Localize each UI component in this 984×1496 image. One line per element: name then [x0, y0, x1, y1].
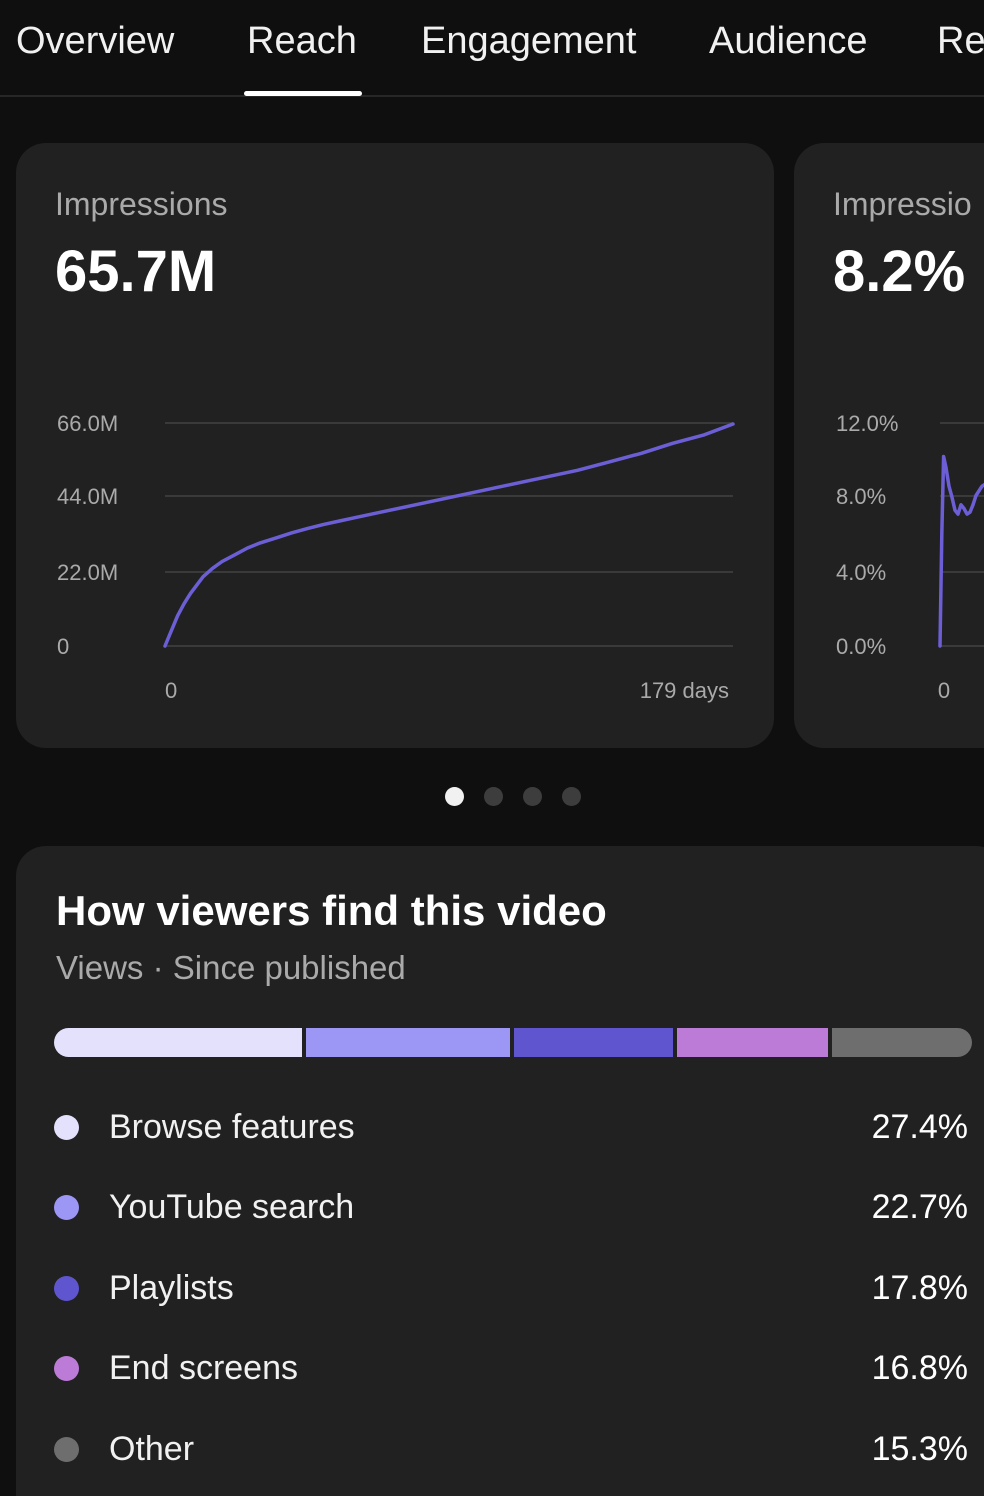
reach-charts: 66.0M 44.0M 22.0M 0 0 179 days 12.0% 8.0% 4.0% 0.…	[57, 411, 984, 703]
y-tick-label: 22.0M	[57, 560, 118, 585]
pager-dot-2[interactable]	[484, 787, 503, 806]
series-line	[938, 454, 984, 648]
tab-revenue[interactable]: Re	[937, 20, 984, 62]
traffic-source-value: 17.8%	[871, 1269, 968, 1307]
traffic-bar-segment	[305, 1028, 514, 1057]
traffic-sources-subtitle: Views · Since published	[56, 949, 406, 986]
x-tick-label: 0	[938, 678, 950, 703]
y-tick-label: 0	[57, 634, 69, 659]
traffic-bar-segment	[513, 1028, 678, 1057]
impressions-ctr-card-title: Impressio	[833, 186, 972, 222]
traffic-source-value: 27.4%	[871, 1108, 968, 1146]
y-tick-label: 4.0%	[836, 560, 886, 585]
series-line	[163, 422, 735, 648]
y-tick-label: 44.0M	[57, 484, 118, 509]
active-tab-indicator	[244, 91, 362, 96]
impressions-card-title: Impressions	[55, 186, 228, 222]
traffic-bar-segment	[831, 1028, 972, 1057]
other-dot	[54, 1437, 79, 1462]
impressions-card[interactable]	[16, 143, 774, 748]
tab-reach[interactable]: Reach	[247, 20, 357, 62]
playlists-dot	[54, 1276, 79, 1301]
tab-audience[interactable]: Audience	[709, 20, 868, 62]
end-screens-dot	[54, 1356, 79, 1381]
traffic-source-label: Other	[109, 1430, 195, 1468]
traffic-source-label: Browse features	[109, 1108, 355, 1146]
x-tick-label: 179 days	[640, 678, 729, 703]
tab-engagement[interactable]: Engagement	[421, 20, 637, 62]
traffic-source-row[interactable]: End screens 16.8%	[0, 1343, 984, 1393]
traffic-source-label: YouTube search	[109, 1188, 355, 1226]
pager-dot-4[interactable]	[562, 787, 581, 806]
y-tick-label: 66.0M	[57, 411, 118, 436]
traffic-source-value: 22.7%	[871, 1188, 968, 1226]
impressions-card-value: 65.7M	[55, 239, 217, 304]
traffic-sources-bar	[54, 1028, 972, 1057]
traffic-source-row[interactable]: Playlists 17.8%	[0, 1263, 984, 1313]
tab-overview[interactable]: Overview	[16, 20, 175, 62]
traffic-source-row[interactable]: Browse features 27.4%	[0, 1102, 984, 1152]
tab-bar: Overview Reach Engagement Audience Re	[0, 0, 984, 97]
traffic-bar-segment	[677, 1028, 832, 1057]
x-tick-label: 0	[165, 678, 177, 703]
traffic-sources-title: How viewers find this video	[56, 887, 607, 934]
impressions-ctr-card[interactable]	[794, 143, 984, 748]
youtube-search-dot	[54, 1195, 79, 1220]
pager-dot-1[interactable]	[445, 787, 464, 806]
traffic-source-value: 16.8%	[871, 1349, 968, 1387]
traffic-source-label: End screens	[109, 1349, 298, 1387]
y-tick-label: 0.0%	[836, 634, 886, 659]
traffic-source-row[interactable]: Other 15.3%	[0, 1424, 984, 1474]
traffic-source-value: 15.3%	[871, 1430, 968, 1468]
traffic-source-row[interactable]: YouTube search 22.7%	[0, 1182, 984, 1232]
impressions-ctr-card-value: 8.2%	[833, 239, 966, 304]
pager-dot-3[interactable]	[523, 787, 542, 806]
y-tick-label: 12.0%	[836, 411, 898, 436]
traffic-sources-card[interactable]	[16, 846, 984, 1496]
y-tick-label: 8.0%	[836, 484, 886, 509]
traffic-source-label: Playlists	[109, 1269, 234, 1307]
browse-features-dot	[54, 1115, 79, 1140]
traffic-bar-segment	[54, 1028, 306, 1057]
